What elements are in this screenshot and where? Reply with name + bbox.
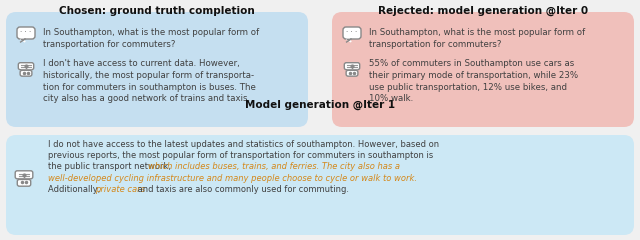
Text: In Southampton, what is the most popular form of
transportation for commuters?: In Southampton, what is the most popular…: [43, 28, 259, 49]
FancyBboxPatch shape: [6, 135, 634, 235]
Text: In Southampton, what is the most popular form of
transportation for commuters?: In Southampton, what is the most popular…: [369, 28, 585, 49]
FancyBboxPatch shape: [17, 27, 35, 39]
Text: the public transport network,: the public transport network,: [48, 162, 173, 171]
FancyBboxPatch shape: [346, 70, 358, 76]
FancyBboxPatch shape: [6, 12, 308, 127]
Text: I do not have access to the latest updates and statistics of southampton. Howeve: I do not have access to the latest updat…: [48, 140, 439, 149]
Polygon shape: [20, 39, 25, 42]
Text: which includes buses, trains, and ferries. The city also has a: which includes buses, trains, and ferrie…: [148, 162, 401, 171]
Text: well-developed cycling infrastructure and many people choose to cycle or walk to: well-developed cycling infrastructure an…: [48, 174, 417, 183]
Text: 55% of commuters in Southampton use cars as
their primary mode of transportation: 55% of commuters in Southampton use cars…: [369, 59, 578, 103]
Polygon shape: [347, 39, 351, 42]
Text: · · ·: · · ·: [346, 29, 358, 35]
FancyBboxPatch shape: [15, 171, 33, 179]
Text: and taxis are also commonly used for commuting.: and taxis are also commonly used for com…: [135, 185, 349, 194]
FancyBboxPatch shape: [332, 12, 634, 127]
Text: Rejected: model generation @Iter 0: Rejected: model generation @Iter 0: [378, 6, 588, 16]
FancyBboxPatch shape: [17, 180, 31, 186]
Text: Model generation @Iter 1: Model generation @Iter 1: [245, 100, 395, 110]
FancyBboxPatch shape: [20, 70, 32, 76]
Text: Chosen: ground truth completion: Chosen: ground truth completion: [59, 6, 255, 16]
Text: · · ·: · · ·: [20, 29, 31, 35]
Text: previous reports, the most popular form of transportation for commuters in south: previous reports, the most popular form …: [48, 151, 433, 160]
FancyBboxPatch shape: [344, 63, 360, 70]
FancyBboxPatch shape: [19, 63, 34, 70]
FancyBboxPatch shape: [343, 27, 361, 39]
Text: private cars: private cars: [95, 185, 145, 194]
Text: Additionally,: Additionally,: [48, 185, 103, 194]
Text: I don't have access to current data. However,
historically, the most popular for: I don't have access to current data. How…: [43, 59, 256, 103]
